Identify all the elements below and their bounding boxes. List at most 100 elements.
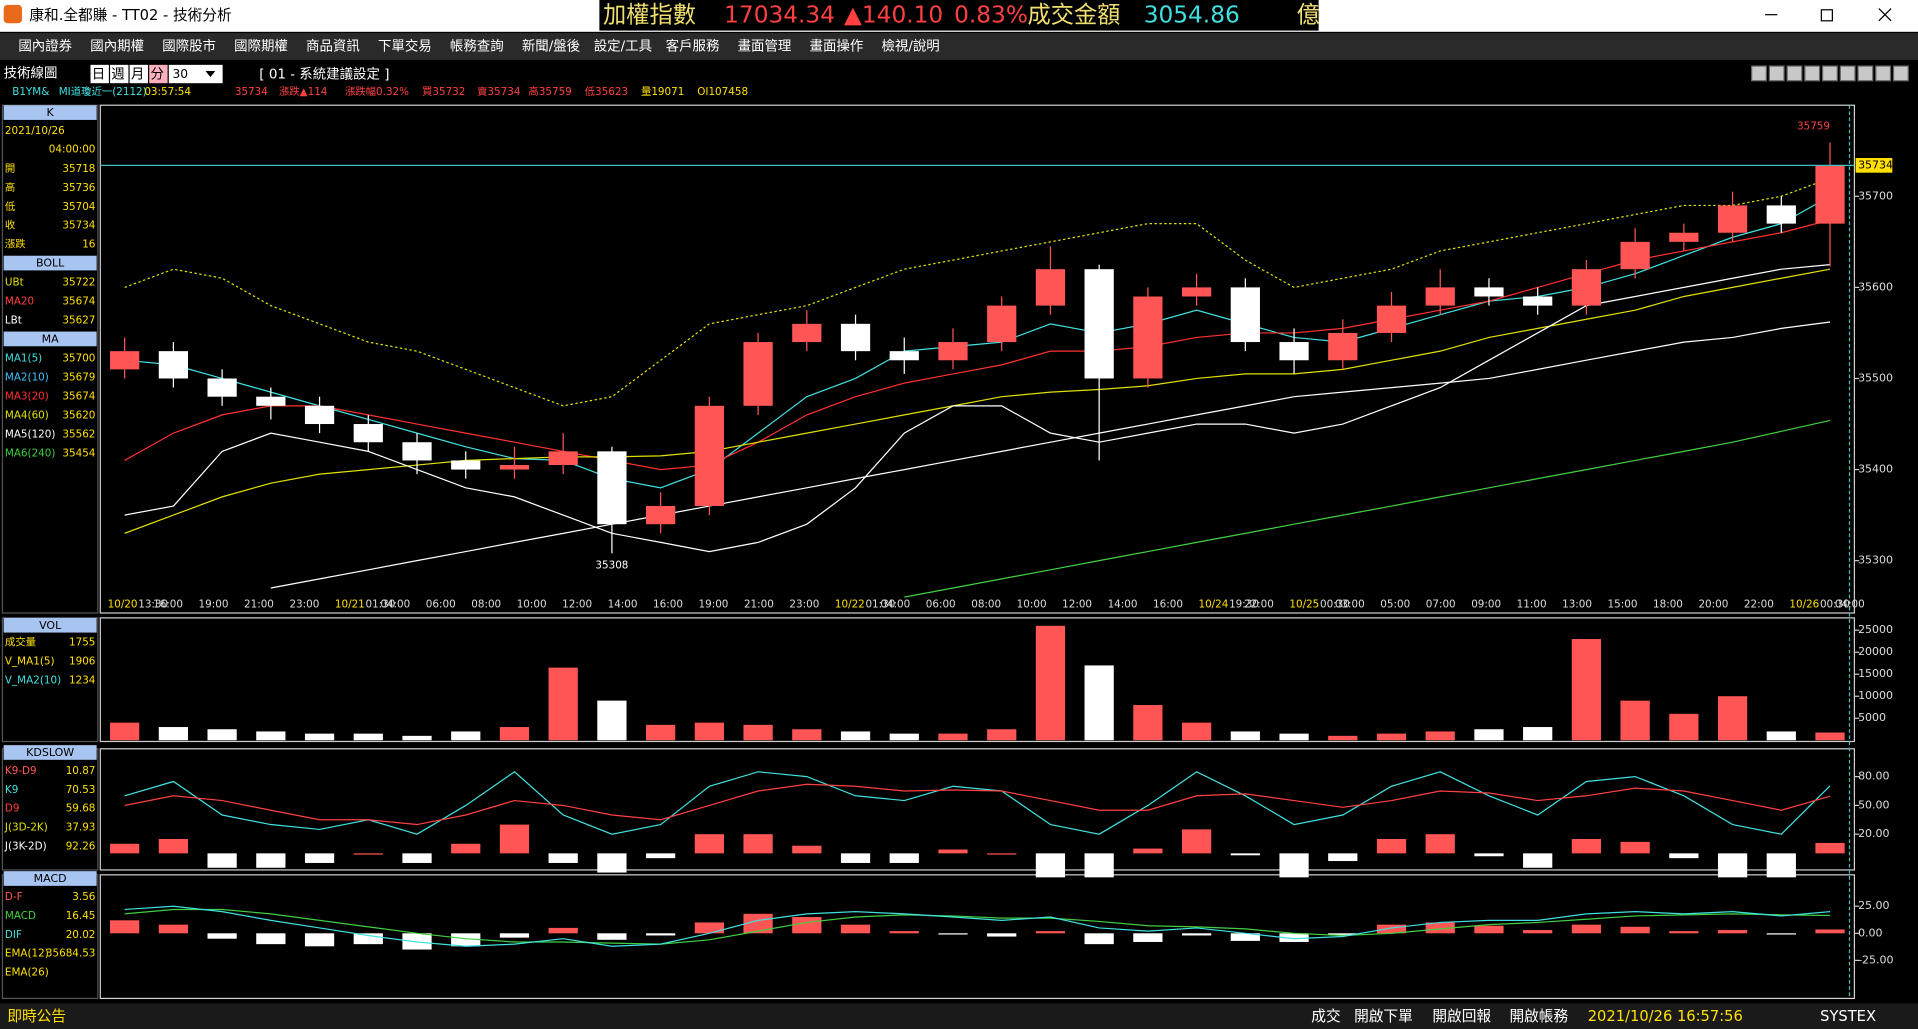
menu-item[interactable]: 檢視/說明: [881, 37, 939, 54]
setting-label[interactable]: [ 01 - 系統建議設定 ]: [259, 67, 389, 83]
tool-icon[interactable]: [1875, 65, 1892, 82]
histogram-bar: [1523, 930, 1553, 934]
tool-icon[interactable]: [1821, 65, 1838, 82]
status-button[interactable]: 成交: [1311, 1007, 1341, 1025]
status-button[interactable]: 開啟帳務: [1509, 1008, 1568, 1025]
menu-item[interactable]: 國際期權: [234, 38, 288, 54]
candle-body: [1133, 296, 1163, 379]
quote-field: 漲跌幅0.32%: [345, 85, 409, 98]
select-arrow[interactable]: [205, 70, 216, 78]
menu-item[interactable]: 國內期權: [90, 38, 144, 54]
indicator-line: [124, 771, 1831, 835]
restore-button[interactable]: [1820, 9, 1833, 22]
period-button[interactable]: [110, 64, 129, 84]
period-label[interactable]: 日: [92, 68, 105, 83]
legend-name: MA6(240): [5, 447, 56, 459]
volume-bar: [451, 731, 481, 741]
menu-item[interactable]: 客戶服務: [666, 37, 720, 54]
toolbar-label: 技術線圖: [4, 65, 58, 81]
legend-value: 35684.53: [46, 948, 96, 960]
x-tick-time: 13:00: [1562, 598, 1592, 610]
legend-value: 35700: [62, 352, 95, 364]
y-tick-label: 35400: [1858, 463, 1893, 476]
close-button[interactable]: [1878, 8, 1892, 22]
status-button[interactable]: 開啟下單: [1354, 1008, 1413, 1025]
candle-body: [1376, 305, 1407, 333]
x-tick-time: 22:00: [1244, 598, 1274, 610]
candle-body: [110, 351, 140, 370]
histogram-bar: [1766, 853, 1796, 878]
period-label[interactable]: 分: [150, 67, 163, 83]
x-tick-time: 10:00: [517, 598, 547, 610]
histogram-bar: [1425, 922, 1455, 934]
status-announcement[interactable]: 即時公告: [7, 1008, 66, 1025]
volume-bar: [1376, 733, 1407, 741]
menu-item[interactable]: 畫面操作: [810, 38, 864, 54]
period-label[interactable]: 週: [111, 67, 124, 83]
legend-value: 1906: [69, 655, 95, 667]
volume-bar: [743, 724, 773, 741]
histogram-bar: [1669, 931, 1699, 934]
menu-item[interactable]: 下單交易: [378, 37, 432, 54]
histogram-bar: [1084, 853, 1114, 878]
x-tick-time: 11:00: [1517, 598, 1547, 610]
app-icon: [3, 4, 23, 24]
candle-body: [1571, 269, 1602, 306]
status-brand: SYSTEX: [1820, 1008, 1876, 1025]
volume-bar: [1474, 729, 1504, 741]
menu-item[interactable]: 國內證券: [18, 37, 72, 54]
tool-icon[interactable]: [1751, 65, 1767, 82]
x-tick-date: 10/20: [108, 598, 138, 610]
histogram-bar: [1571, 838, 1602, 854]
legend-header: [3, 331, 97, 347]
period-button[interactable]: [129, 64, 149, 84]
menu-item[interactable]: 商品資訊: [306, 38, 360, 54]
legend-value: 35562: [62, 428, 95, 440]
y-tick-label: 5000: [1858, 711, 1886, 724]
menu-item[interactable]: 畫面管理: [738, 38, 792, 54]
legend-value: 35627: [62, 315, 95, 327]
indicator-line: [124, 905, 1831, 947]
window-title: 康和.全都賺 - TT02 - 技術分析: [29, 6, 232, 24]
x-tick-time: 12:00: [562, 598, 592, 610]
menu-item[interactable]: 設定/工具: [594, 38, 652, 54]
tool-icon[interactable]: [1804, 65, 1821, 82]
menu-item[interactable]: 新聞/盤後: [522, 38, 581, 54]
legend-panel: [1, 104, 99, 614]
interval-select[interactable]: [168, 64, 223, 84]
interval-value[interactable]: 30: [172, 67, 188, 81]
ticker-item: 加權指數: [603, 1, 696, 28]
legend-value: 35674: [62, 390, 95, 402]
tool-icon[interactable]: [1857, 65, 1874, 82]
tool-icon[interactable]: [1786, 65, 1803, 82]
histogram-bar: [304, 853, 335, 863]
status-button[interactable]: 開啟回報: [1432, 1008, 1491, 1025]
volume-bar: [889, 733, 919, 741]
period-button[interactable]: [90, 64, 109, 84]
legend-value: 10.87: [66, 765, 96, 777]
x-tick-time: 21:00: [244, 598, 274, 610]
tool-icon[interactable]: [1892, 65, 1909, 82]
menu-item[interactable]: 帳務查詢: [450, 38, 504, 54]
candle-body: [1425, 287, 1455, 306]
legend-value: 35704: [62, 201, 95, 213]
histogram-bar: [1815, 842, 1845, 854]
tool-icon[interactable]: [1768, 65, 1785, 82]
x-tick-date: 10/26: [1789, 598, 1819, 610]
histogram-bar: [1717, 930, 1748, 934]
indicator-line: [124, 219, 1831, 471]
window-buttons[interactable]: [1765, 8, 1892, 22]
histogram-bar: [597, 933, 627, 940]
legend-name: K9: [5, 784, 18, 796]
candle-body: [1084, 269, 1114, 379]
histogram-bar: [499, 824, 530, 854]
histogram-bar: [207, 853, 237, 868]
quote-field: 低35623: [585, 85, 628, 98]
legend-name: 高: [5, 181, 15, 194]
legend-value: 35679: [62, 371, 95, 383]
histogram-bar: [938, 849, 968, 854]
period-button[interactable]: [149, 64, 168, 84]
menu-item[interactable]: 國際股市: [162, 37, 216, 54]
period-label[interactable]: 月: [131, 68, 144, 83]
tool-icon[interactable]: [1839, 65, 1856, 82]
